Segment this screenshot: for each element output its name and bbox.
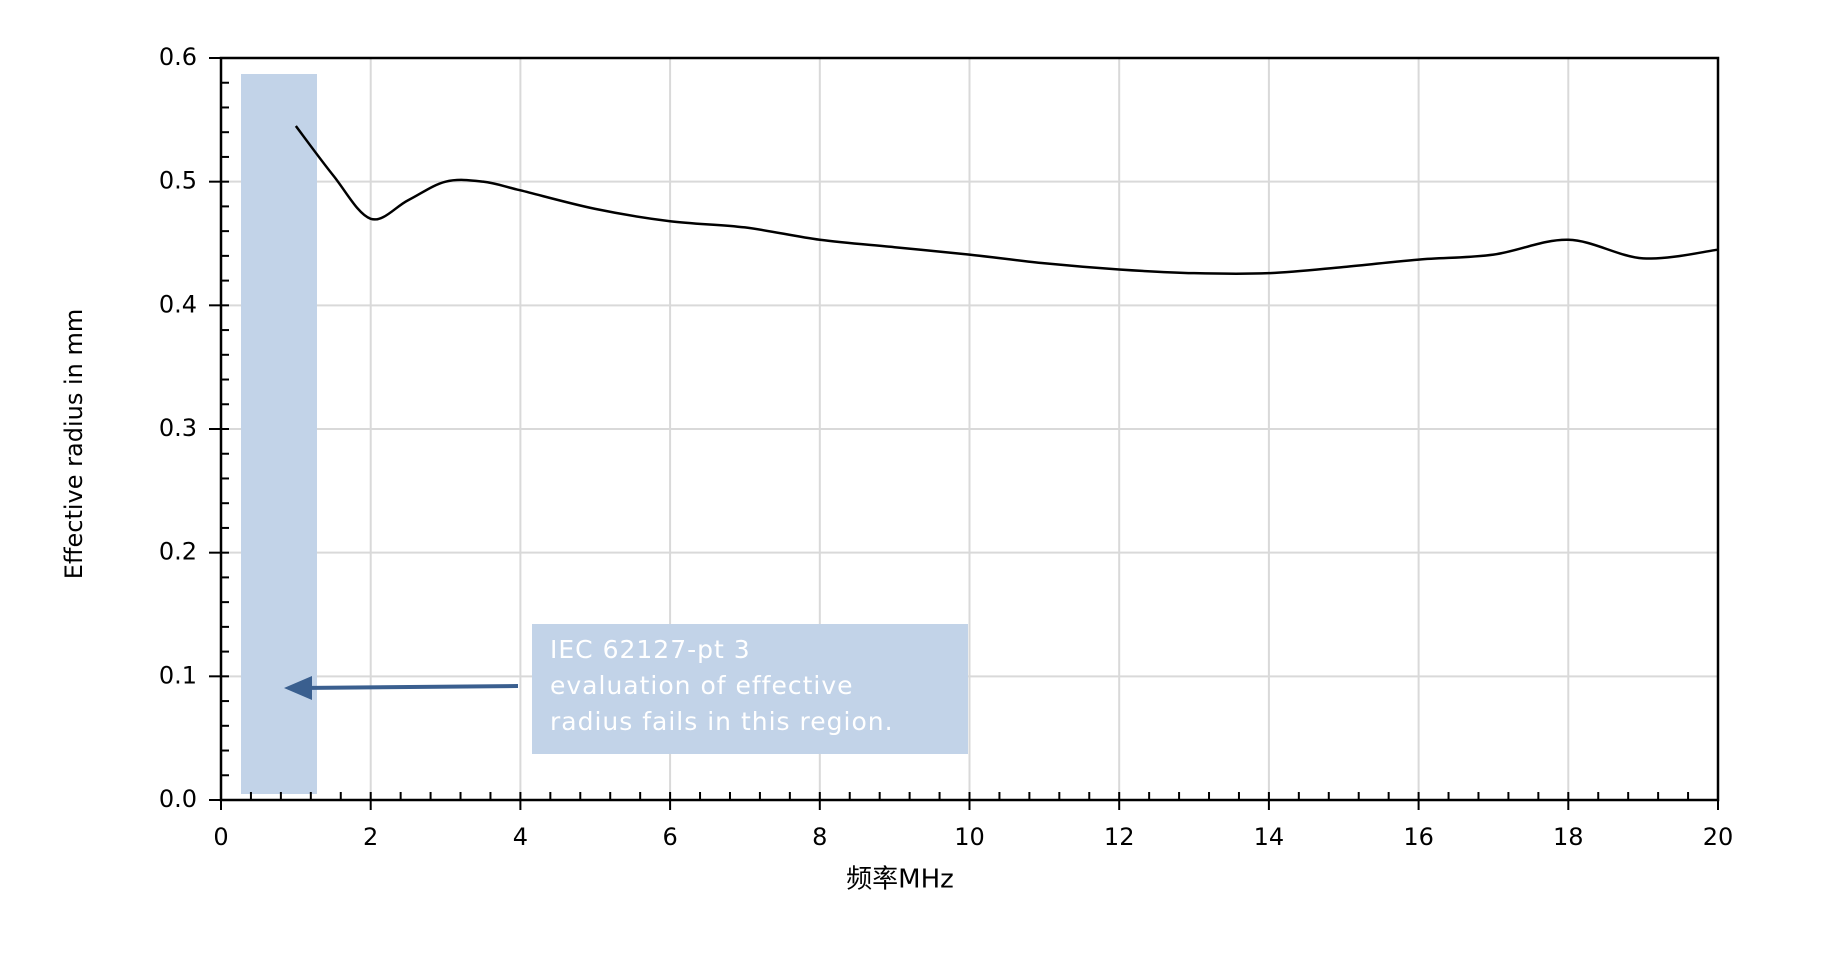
annotation-box bbox=[532, 624, 968, 754]
y-tick-label: 0.1 bbox=[159, 661, 197, 689]
x-tick-label: 20 bbox=[1703, 823, 1734, 851]
x-axis-label: 频率MHz bbox=[846, 865, 954, 895]
x-tick-label: 10 bbox=[954, 823, 985, 851]
arrow-head bbox=[284, 676, 312, 700]
x-tick-label: 6 bbox=[662, 823, 677, 851]
x-tick-label: 0 bbox=[213, 823, 228, 851]
shaded-region bbox=[241, 74, 317, 794]
y-tick-label: 0.3 bbox=[159, 414, 197, 442]
annotation-text: radius fails in this region. bbox=[550, 707, 894, 736]
y-tick-label: 0.0 bbox=[159, 785, 197, 813]
x-tick-label: 18 bbox=[1553, 823, 1584, 851]
x-tick-label: 2 bbox=[363, 823, 378, 851]
annotation-text: evaluation of effective bbox=[550, 671, 854, 700]
x-tick-label: 12 bbox=[1104, 823, 1135, 851]
y-tick-label: 0.2 bbox=[159, 538, 197, 566]
x-tick-label: 14 bbox=[1254, 823, 1285, 851]
data-line bbox=[294, 125, 1719, 276]
y-tick-label: 0.5 bbox=[159, 167, 197, 195]
x-tick-label: 4 bbox=[513, 823, 528, 851]
x-tick-label: 8 bbox=[812, 823, 827, 851]
y-axis-label: Effective radius in mm bbox=[60, 309, 88, 579]
y-tick-label: 0.4 bbox=[159, 290, 197, 318]
arrow-shaft bbox=[299, 684, 519, 690]
annotation-text: IEC 62127-pt 3 bbox=[550, 635, 751, 664]
y-tick-label: 0.6 bbox=[159, 43, 197, 71]
x-tick-label: 16 bbox=[1403, 823, 1434, 851]
